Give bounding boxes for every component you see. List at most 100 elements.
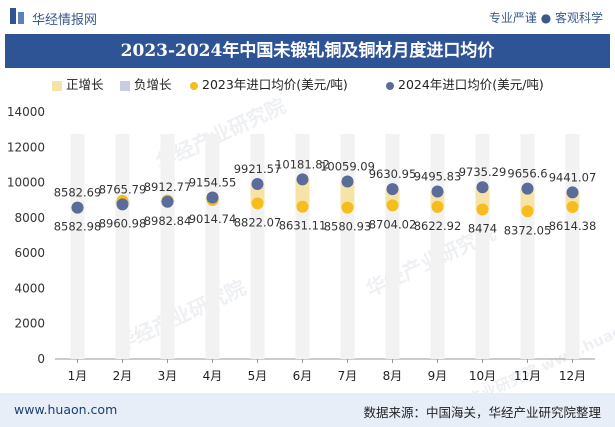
point-2023-6 xyxy=(341,201,354,214)
point-2024-11 xyxy=(566,186,579,199)
chart-plot: 0 2000 4000 6000 8000 10000 12000 14000 1月 2月 3月 4月… xyxy=(7,105,597,383)
label-2023-11: 8614.38 xyxy=(549,219,597,233)
change-bar-6 xyxy=(340,181,355,208)
label-2023-4: 8822.07 xyxy=(234,215,282,229)
y-tick-label-7: 14000 xyxy=(7,105,45,119)
legend-item-negative: 负增长 xyxy=(120,74,172,93)
legend-label-positive: 正增长 xyxy=(66,77,104,92)
point-2024-10 xyxy=(521,182,534,195)
y-tick-label-4: 8000 xyxy=(14,211,45,225)
x-tick-label-10: 11月 xyxy=(514,369,541,383)
top-bar: 华经情报网 专业严谨 ● 客观科学 xyxy=(0,0,615,34)
point-2024-1 xyxy=(116,198,129,211)
label-2024-11: 9441.07 xyxy=(549,170,597,184)
change-bar-5 xyxy=(295,179,310,207)
y-tick-label-3: 6000 xyxy=(14,246,45,260)
point-2024-8 xyxy=(431,185,444,198)
x-tick-label-6: 7月 xyxy=(338,369,358,383)
label-2024-2: 8912.77 xyxy=(144,180,192,194)
label-2024-10: 9656.6 xyxy=(507,167,547,181)
label-2024-4: 9921.57 xyxy=(234,162,282,176)
label-2023-10: 8372.05 xyxy=(504,223,552,237)
footer: www.huaon.com 数据来源：中国海关，华经产业研究院整理 xyxy=(0,393,615,427)
chart-title: 2023-2024年中国未锻轧铜及铜材月度进口均价 xyxy=(120,41,495,61)
x-tick-label-4: 5月 xyxy=(248,369,268,383)
background-bar-1 xyxy=(115,134,130,359)
x-tick-label-8: 9月 xyxy=(428,369,448,383)
footer-source: 数据来源：中国海关，华经产业研究院整理 xyxy=(363,405,601,420)
label-2023-3: 9014.74 xyxy=(189,212,237,226)
point-2024-4 xyxy=(251,177,264,190)
point-2023-5 xyxy=(296,200,309,213)
point-2023-7 xyxy=(386,199,399,212)
label-2023-2: 8982.84 xyxy=(144,214,192,228)
label-2023-9: 8474 xyxy=(468,221,497,235)
y-tick-label-6: 12000 xyxy=(7,140,45,154)
point-2024-0 xyxy=(71,201,84,214)
background-bar-0 xyxy=(70,134,85,359)
label-2024-5: 10181.82 xyxy=(275,157,330,171)
x-tick-label-3: 4月 xyxy=(203,369,223,383)
legend-item-2023: 2023年进口均价(美元/吨) xyxy=(190,74,348,93)
point-2024-7 xyxy=(386,183,399,196)
label-2024-7: 9630.95 xyxy=(369,167,417,181)
legend-label-negative: 负增长 xyxy=(134,77,172,92)
point-2024-6 xyxy=(341,175,354,188)
point-2023-9 xyxy=(476,203,489,216)
point-2023-4 xyxy=(251,197,264,210)
label-2023-6: 8580.93 xyxy=(324,220,372,234)
axis-layer: 0 2000 4000 6000 8000 10000 12000 14000 1月 2月 3月 4月… xyxy=(7,105,595,383)
legend-item-positive: 正增长 xyxy=(52,74,104,93)
background-bar-3 xyxy=(205,134,220,359)
legend-label-2023: 2023年进口均价(美元/吨) xyxy=(202,77,348,92)
change-bar-9 xyxy=(475,187,490,210)
point-2024-2 xyxy=(161,195,174,208)
legend-label-2024: 2024年进口均价(美元/吨) xyxy=(398,77,544,92)
brand-logo-icon xyxy=(10,8,24,24)
label-2024-8: 9495.83 xyxy=(414,169,462,183)
data-labels-layer: 8582.69 8582.98 8765.79 8960.98 8912.77 8982.… xyxy=(54,157,597,237)
label-2023-8: 8622.92 xyxy=(414,219,462,233)
x-tick-label-2: 3月 xyxy=(158,369,178,383)
title-bar: 2023-2024年中国未锻轧铜及铜材月度进口均价 xyxy=(5,34,610,68)
y-tick-label-5: 10000 xyxy=(7,176,45,190)
legend-swatch-positive xyxy=(52,80,62,91)
y-tick-label-2: 4000 xyxy=(14,281,45,295)
label-2023-5: 8631.11 xyxy=(279,219,327,233)
label-2024-1: 8765.79 xyxy=(99,182,147,196)
point-2024-9 xyxy=(476,181,489,194)
point-2024-3 xyxy=(206,191,219,204)
change-bar-10 xyxy=(520,188,535,212)
label-2023-1: 8960.98 xyxy=(99,216,147,230)
brand-name[interactable]: 华经情报网 xyxy=(32,13,98,28)
legend-item-2024: 2024年进口均价(美元/吨) xyxy=(386,74,544,93)
x-tick-label-7: 8月 xyxy=(383,369,403,383)
points-layer xyxy=(71,173,579,218)
x-tick-label-1: 2月 xyxy=(113,369,133,383)
legend-dot-2023 xyxy=(190,81,198,90)
point-2023-11 xyxy=(566,201,579,214)
label-2024-0: 8582.69 xyxy=(54,186,102,200)
background-bar-2 xyxy=(160,134,175,359)
point-2023-10 xyxy=(521,205,534,218)
legend-swatch-negative xyxy=(120,80,130,91)
background-bar-11 xyxy=(565,134,580,359)
chart-legend: 正增长 负增长 2023年进口均价(美元/吨) 2024年进口均价(美元/吨) xyxy=(0,72,615,94)
footer-site-link[interactable]: www.huaon.com xyxy=(14,402,118,417)
x-tick-label-9: 10月 xyxy=(469,369,496,383)
point-2023-8 xyxy=(431,200,444,213)
label-2024-9: 9735.29 xyxy=(459,165,507,179)
label-2024-6: 10059.09 xyxy=(320,160,375,174)
y-tick-label-0: 0 xyxy=(37,352,45,366)
x-tick-label-5: 6月 xyxy=(293,369,313,383)
point-2024-5 xyxy=(296,173,309,186)
slogan: 专业严谨 ● 客观科学 xyxy=(488,11,603,25)
label-2023-7: 8704.02 xyxy=(369,217,417,231)
background-bar-8 xyxy=(430,134,445,359)
x-tick-label-0: 1月 xyxy=(68,369,88,383)
label-2023-0: 8582.98 xyxy=(54,220,102,234)
label-2024-3: 9154.55 xyxy=(189,175,237,189)
x-tick-label-11: 12月 xyxy=(559,369,586,383)
legend-dot-2024 xyxy=(386,81,394,90)
y-tick-label-1: 2000 xyxy=(14,317,45,331)
